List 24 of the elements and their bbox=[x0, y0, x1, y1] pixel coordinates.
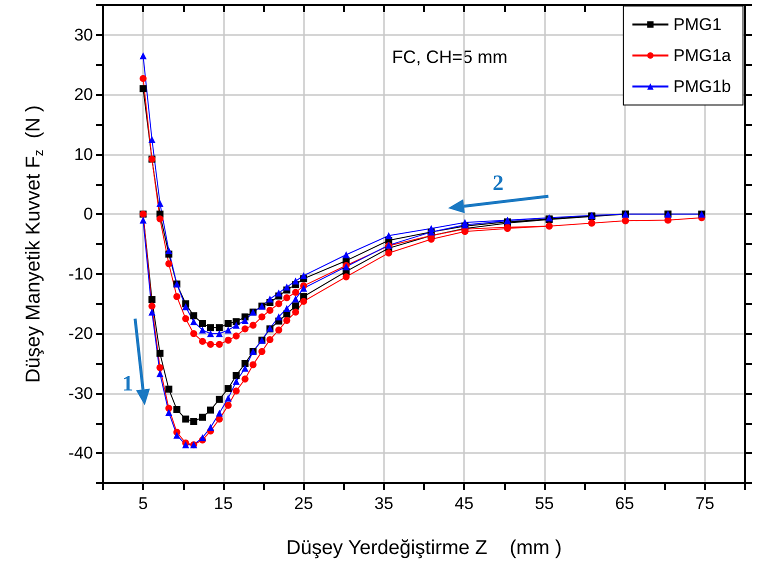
y-tick-label: 0 bbox=[84, 204, 93, 224]
y-axis-title: Düşey Manyetik Kuvvet Fz (N ) bbox=[22, 105, 46, 383]
x-tick-label: 65 bbox=[615, 494, 634, 513]
annotation: FC, CH=5 mm bbox=[392, 47, 508, 67]
y-tick-label: -20 bbox=[68, 324, 93, 344]
y-tick-label: -40 bbox=[68, 444, 93, 463]
x-tick-label: 75 bbox=[695, 494, 714, 513]
legend-label: PMG1 bbox=[673, 15, 722, 34]
y-tick-label: 30 bbox=[74, 25, 93, 44]
legend-label: PMG1b bbox=[673, 77, 732, 96]
legend-label: PMG1a bbox=[673, 46, 732, 65]
x-tick-label: 15 bbox=[214, 494, 233, 513]
x-tick-label: 55 bbox=[534, 494, 554, 513]
y-tick-label: -30 bbox=[68, 384, 93, 403]
y-tick-label: 10 bbox=[74, 144, 93, 164]
x-tick-label: 45 bbox=[454, 494, 474, 513]
x-tick-label: 5 bbox=[138, 494, 148, 513]
x-axis-title: Düşey Yerdeğiştirme Z (mm ) bbox=[286, 537, 562, 559]
y-tick-label: -10 bbox=[68, 264, 93, 284]
y-tick-label: 20 bbox=[74, 85, 93, 104]
x-tick-label: 25 bbox=[294, 494, 314, 513]
x-tick-label: 35 bbox=[374, 494, 394, 513]
annotation: 2 bbox=[492, 170, 504, 196]
annotation: 1 bbox=[122, 370, 134, 396]
